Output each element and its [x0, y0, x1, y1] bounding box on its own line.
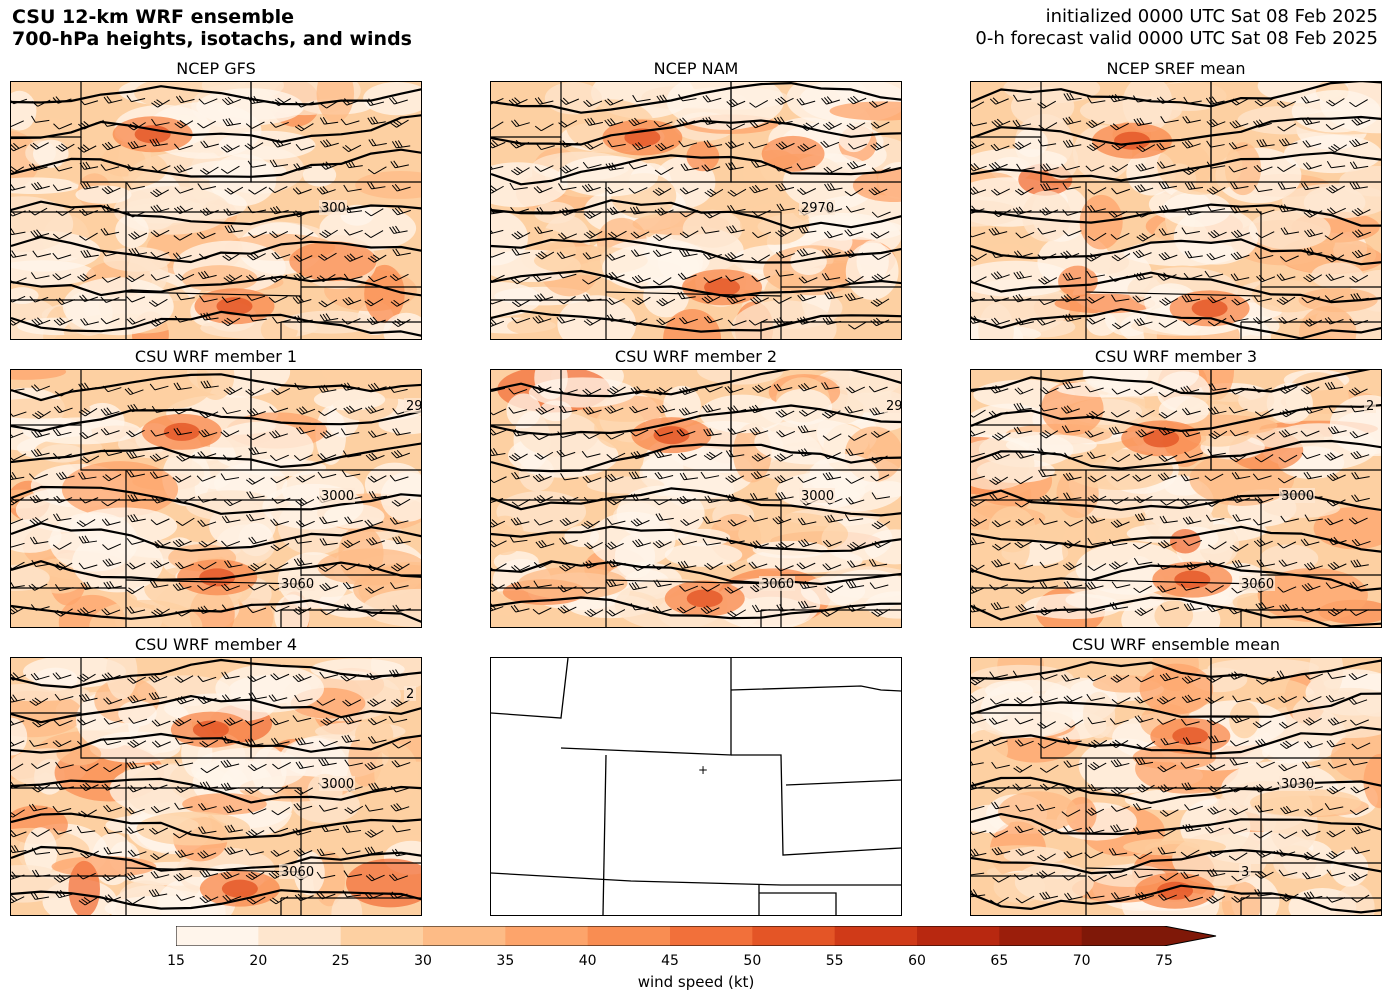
contour-label: 3060 [1241, 577, 1274, 592]
map-panel: 3000 3060 2 [10, 657, 422, 916]
map-panel [970, 81, 1382, 340]
colorbar-segment [999, 926, 1083, 946]
title-line-2: 700-hPa heights, isotachs, and winds [12, 28, 412, 50]
panel-title: CSU WRF ensemble mean [1071, 635, 1280, 654]
contour-label: 2 [406, 687, 414, 702]
colorbar [176, 926, 1217, 946]
colorbar-segment [587, 926, 671, 946]
colorbar-tick-label: 25 [331, 953, 350, 969]
title-line-1: CSU 12-km WRF ensemble [12, 6, 294, 28]
wind-height-map: 2970 [491, 82, 901, 339]
wind-height-map: 3000 3060 29 [11, 370, 421, 627]
colorbar-tick-label: 60 [908, 953, 926, 969]
valid-time-block: initialized 0000 UTC Sat 08 Feb 2025 0-h… [975, 6, 1378, 50]
colorbar-segment [834, 926, 918, 946]
valid-time: 0-h forecast valid 0000 UTC Sat 08 Feb 2… [975, 28, 1378, 49]
contour-label: 3000 [321, 777, 354, 792]
colorbar-tick-label: 35 [496, 953, 515, 969]
colorbar-tick-label: 45 [661, 953, 679, 969]
map-panel: 3000 3060 2 [970, 369, 1382, 628]
colorbar-tick-label: 40 [578, 953, 597, 969]
contour-label: 29 [406, 399, 421, 414]
colorbar-segment [258, 926, 342, 946]
contour-label: 3000 [321, 489, 354, 504]
colorbar-tick-label: 15 [167, 953, 185, 969]
wind-height-map: 300 [11, 82, 421, 339]
panel-title: NCEP NAM [653, 59, 739, 78]
colorbar-tick-label: 55 [825, 953, 844, 969]
contour-label: 300 [321, 201, 346, 216]
contour-label: 3060 [281, 865, 314, 880]
map-panel: 3030 3 [970, 657, 1382, 916]
colorbar-tick-label: 50 [743, 953, 762, 969]
colorbar-tick-label: 70 [1072, 953, 1091, 969]
colorbar-segment [917, 926, 1000, 946]
colorbar-segment [752, 926, 836, 946]
wind-height-map: 3000 3060 2 [11, 658, 421, 915]
panel-title: CSU WRF member 1 [134, 347, 298, 366]
colorbar-segment [1081, 926, 1165, 946]
panel-title: NCEP SREF mean [1106, 59, 1246, 78]
base-map: + [491, 658, 901, 915]
panel-title: CSU WRF member 4 [134, 635, 298, 654]
colorbar-label: wind speed (kt) [637, 973, 755, 991]
svg-text:+: + [698, 763, 708, 777]
map-panel: 3000 3060 29 [10, 369, 422, 628]
contour-label: 3000 [1281, 489, 1314, 504]
colorbar-segment [670, 926, 753, 946]
panel-title: CSU WRF member 3 [1094, 347, 1258, 366]
contour-label: 3060 [281, 577, 314, 592]
colorbar-tick-label: 75 [1155, 953, 1173, 969]
colorbar-extend-arrow [1164, 926, 1216, 946]
map-panel: 3000 3060 29 [490, 369, 902, 628]
colorbar-tick-label: 30 [414, 953, 432, 969]
wind-height-map: 3000 3060 2 [971, 370, 1381, 627]
wind-height-map: 3000 3060 29 [491, 370, 901, 627]
wind-height-map: 3030 3 [971, 658, 1381, 915]
colorbar-segment [176, 926, 259, 946]
map-panel: + [490, 657, 902, 916]
init-time: initialized 0000 UTC Sat 08 Feb 2025 [1045, 6, 1378, 27]
panel-title: NCEP GFS [176, 59, 256, 78]
contour-label: 2970 [801, 201, 834, 216]
panel-title: CSU WRF member 2 [614, 347, 778, 366]
contour-label: 3030 [1281, 777, 1314, 792]
colorbar-tick-label: 20 [249, 953, 268, 969]
figure-title: CSU 12-km WRF ensemble 700-hPa heights, … [12, 6, 412, 50]
wind-height-map [971, 82, 1381, 339]
map-panel: 2970 [490, 81, 902, 340]
colorbar-segment [423, 926, 506, 946]
contour-label: 2 [1366, 399, 1374, 414]
contour-label: 3000 [801, 489, 834, 504]
contour-label: 3 [1241, 865, 1249, 880]
contour-label: 29 [886, 399, 901, 414]
colorbar-segment [340, 926, 424, 946]
colorbar-segment [505, 926, 589, 946]
colorbar-tick-label: 65 [990, 953, 1009, 969]
contour-label: 3060 [761, 577, 794, 592]
map-panel: 300 [10, 81, 422, 340]
